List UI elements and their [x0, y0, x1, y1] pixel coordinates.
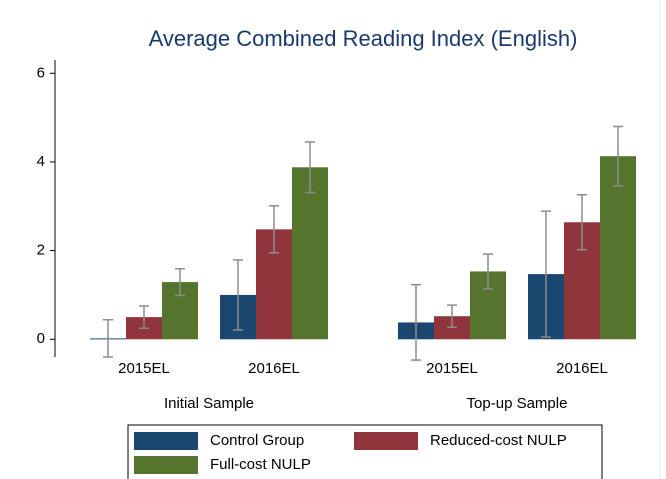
error-bar — [139, 305, 149, 329]
error-bar — [233, 259, 243, 331]
y-tick-label: 2 — [37, 242, 45, 259]
error-bar — [577, 194, 587, 251]
legend-swatch — [134, 456, 198, 474]
error-bar — [305, 141, 315, 194]
error-bar — [541, 210, 551, 338]
error-bar — [175, 268, 185, 297]
error-bar — [411, 283, 421, 361]
y-tick-label: 4 — [37, 153, 45, 170]
error-bar — [447, 304, 457, 329]
x-tick-label: 2016EL — [248, 360, 300, 377]
group-label: Initial Sample — [164, 395, 254, 412]
error-bar — [103, 319, 113, 358]
legend-swatch — [134, 432, 198, 450]
legend-label: Reduced-cost NULP — [430, 432, 567, 449]
legend-label: Full-cost NULP — [210, 456, 311, 473]
x-tick-label: 2016EL — [556, 360, 608, 377]
legend-label: Control Group — [210, 432, 304, 449]
y-tick-label: 0 — [37, 330, 45, 347]
x-tick-label: 2015EL — [118, 360, 170, 377]
x-tick-label: 2015EL — [426, 360, 478, 377]
error-bar — [613, 125, 623, 187]
chart-title: Average Combined Reading Index (English) — [149, 26, 578, 51]
group-label: Top-up Sample — [467, 395, 568, 412]
bar — [292, 167, 328, 340]
error-bar — [483, 253, 493, 290]
error-bar — [269, 205, 279, 254]
y-tick-label: 6 — [37, 64, 45, 81]
bar — [600, 156, 636, 340]
legend-swatch — [354, 432, 418, 450]
